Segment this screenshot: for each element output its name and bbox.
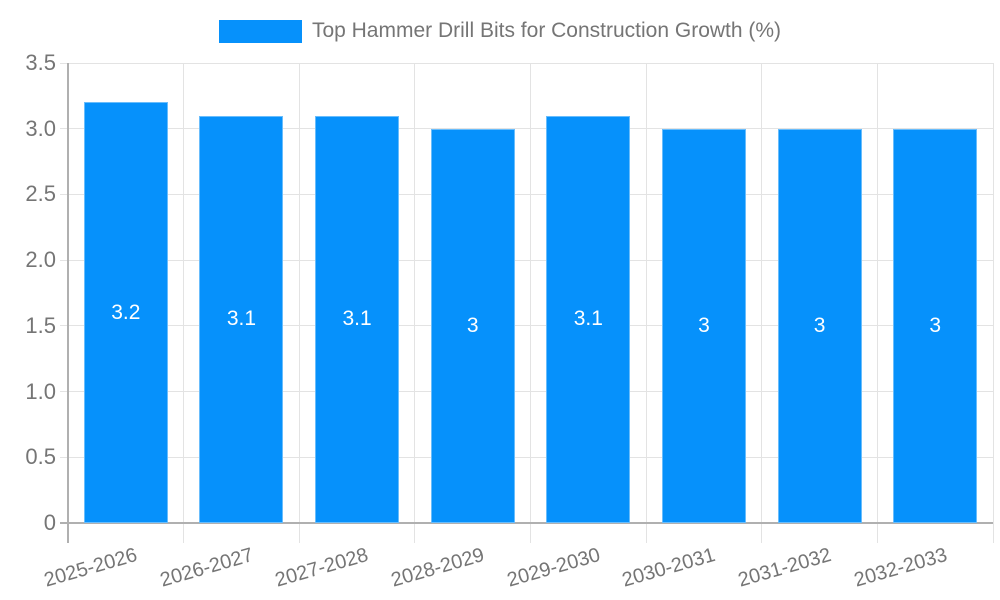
legend[interactable]: Top Hammer Drill Bits for Construction G… <box>0 19 1000 43</box>
y-tick-label: 0 <box>43 510 56 535</box>
v-gridline <box>876 63 878 543</box>
v-gridline <box>414 63 416 543</box>
v-gridline <box>761 63 763 543</box>
x-tick-label: 2028-2029 <box>388 544 487 592</box>
x-tick-label: 2027-2028 <box>273 544 372 592</box>
bar[interactable] <box>430 128 515 523</box>
bar[interactable] <box>83 102 168 523</box>
h-gridline <box>60 325 993 327</box>
y-tick-label: 3.0 <box>25 115 56 141</box>
bar[interactable] <box>893 128 978 523</box>
bar[interactable] <box>661 128 746 523</box>
v-gridline <box>530 63 531 543</box>
x-tick-label: 2031-2032 <box>735 544 834 592</box>
h-gridline <box>60 391 993 393</box>
x-tick-label: 2029-2030 <box>504 544 603 592</box>
x-tick-label: 2025-2026 <box>41 544 140 592</box>
bar[interactable] <box>199 115 284 523</box>
h-gridline <box>60 456 993 458</box>
y-tick-label: 1.5 <box>25 312 56 338</box>
bar[interactable] <box>546 115 631 523</box>
v-gridline <box>992 63 994 543</box>
y-tick-label: 3.5 <box>25 50 56 75</box>
x-tick-label: 2032-2033 <box>851 544 950 592</box>
y-tick-label: 1.0 <box>25 378 56 404</box>
x-axis-line <box>60 522 993 524</box>
legend-swatch[interactable] <box>218 19 302 43</box>
x-tick-label: 2026-2027 <box>157 544 256 592</box>
h-gridline <box>60 128 993 130</box>
v-gridline <box>298 63 300 543</box>
bar[interactable] <box>777 128 862 523</box>
h-gridline <box>60 259 993 261</box>
legend-label[interactable]: Top Hammer Drill Bits for Construction G… <box>311 19 782 42</box>
v-gridline <box>645 63 647 543</box>
y-tick-label: 2.5 <box>25 181 56 207</box>
v-gridline <box>183 63 185 543</box>
bar[interactable] <box>315 115 400 523</box>
h-gridline <box>60 62 993 64</box>
h-gridline <box>60 193 993 195</box>
y-tick-label: 0.5 <box>25 444 56 470</box>
x-tick-label: 2030-2031 <box>619 544 719 592</box>
y-axis-line <box>67 63 69 543</box>
y-tick-label: 2.0 <box>25 247 56 273</box>
